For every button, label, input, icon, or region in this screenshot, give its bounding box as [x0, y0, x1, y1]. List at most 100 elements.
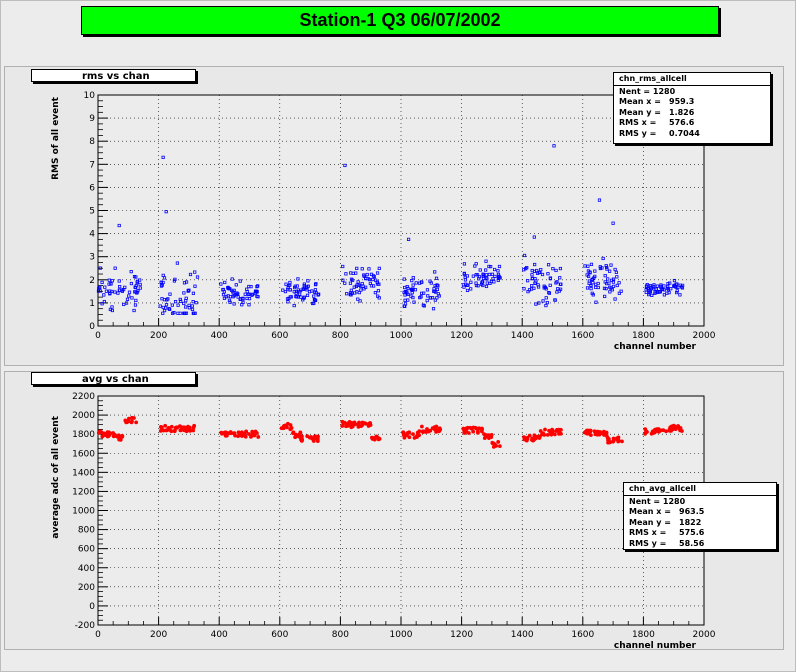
rms-data-point: [122, 302, 126, 307]
rms-data-point: [110, 305, 114, 309]
rms-data-point: [659, 285, 663, 290]
avg-data-point: [283, 423, 288, 428]
avg-data-point: [246, 432, 251, 436]
rms-data-point: [425, 288, 430, 292]
rms-stats-row: RMS x = 576.6: [619, 118, 765, 129]
avg-ytick-label: 1200: [72, 487, 95, 497]
rms-data-point: [588, 271, 592, 275]
avg-data-point: [611, 436, 616, 441]
rms-plot-pad[interactable]: 0 200 400 600 800 1000 1200 1400 1600 1800 2000 0 1 2…: [4, 66, 784, 366]
avg-ytick-label: 1600: [72, 449, 95, 459]
avg-xaxis-label: channel number: [614, 641, 697, 649]
avg-stats-value: 58.56: [679, 538, 705, 548]
rms-xtick-label: 0: [95, 331, 101, 341]
rms-data-point: [587, 279, 591, 283]
rms-data-point: [193, 270, 197, 274]
rms-xtick-label: 1800: [632, 331, 655, 341]
rms-data-point: [226, 285, 230, 290]
rms-outlier-point: [597, 198, 602, 202]
rms-data-point: [288, 295, 292, 299]
rms-data-point: [230, 277, 234, 281]
rms-data-point: [305, 288, 309, 292]
rms-data-point: [436, 284, 440, 288]
rms-data-point: [545, 301, 549, 305]
rms-data-point: [422, 304, 426, 308]
rms-data-point: [536, 283, 540, 287]
avg-data-point: [232, 431, 237, 436]
rms-data-point: [354, 271, 358, 275]
rms-data-point: [666, 287, 671, 292]
rms-data-point: [240, 303, 244, 307]
rms-data-point: [547, 291, 551, 295]
rms-data-point: [496, 272, 501, 277]
rms-xtick-label: 200: [150, 331, 167, 341]
rms-data-point: [132, 274, 137, 279]
rms-data-point: [477, 277, 481, 281]
rms-data-point: [558, 282, 562, 286]
rms-data-point: [544, 296, 548, 300]
rms-data-point: [108, 307, 112, 312]
rms-stats-key: RMS y =: [619, 128, 657, 138]
rms-data-point: [357, 290, 361, 295]
rms-data-point: [190, 304, 194, 308]
avg-data-point: [105, 430, 110, 435]
rms-data-point: [109, 282, 113, 286]
rms-data-point: [299, 295, 303, 299]
rms-data-point: [675, 289, 679, 293]
rms-stats-row: Mean y = 1.826: [619, 108, 765, 119]
avg-xtick-label: 2000: [693, 630, 716, 640]
rms-data-point: [551, 267, 555, 271]
avg-plot-svg[interactable]: 0 200 400 600 800 1000 1200 1400 1600 1800 2000-20…: [5, 372, 783, 649]
rms-xtick-label: 400: [211, 331, 228, 341]
rms-data-point: [164, 306, 168, 310]
avg-data-point: [420, 429, 425, 434]
rms-data-point: [186, 289, 190, 293]
avg-data-point: [496, 440, 501, 444]
avg-data-point: [471, 429, 476, 434]
rms-data-point: [425, 298, 429, 303]
rms-xtick-label: 800: [332, 331, 349, 341]
rms-data-point: [175, 261, 179, 265]
rms-data-point: [606, 277, 610, 281]
rms-data-point: [617, 281, 621, 285]
avg-xtick-label: 600: [271, 630, 288, 640]
rms-data-point: [608, 285, 612, 289]
rms-plot-svg[interactable]: 0 200 400 600 800 1000 1200 1400 1600 1800 2000 0 1 2…: [5, 67, 783, 365]
avg-data-point: [289, 426, 293, 431]
rms-data-point: [613, 267, 617, 272]
rms-data-point: [491, 276, 495, 281]
rms-data-point: [471, 274, 475, 278]
avg-data-point: [552, 432, 557, 437]
avg-data-point: [178, 428, 183, 433]
rms-data-point: [246, 292, 251, 297]
avg-xtick-label: 1000: [390, 630, 413, 640]
rms-data-point: [294, 294, 298, 299]
rms-data-point: [586, 269, 591, 273]
avg-plot-pad[interactable]: 0 200 400 600 800 1000 1200 1400 1600 1800 2000 -20…: [4, 371, 784, 650]
avg-data-point: [620, 439, 624, 444]
avg-data-point: [169, 429, 174, 434]
rms-stats-value: 959.3: [669, 97, 695, 106]
rms-data-point: [292, 303, 296, 308]
rms-data-point: [530, 273, 534, 277]
rms-xtick-label: 2000: [693, 331, 716, 341]
rms-data-point: [102, 299, 106, 304]
rms-data-point: [608, 269, 612, 273]
avg-stats-row: RMS y = 58.56: [629, 539, 771, 550]
avg-data-point: [229, 431, 233, 435]
rms-data-point: [488, 281, 492, 285]
avg-data-point: [424, 430, 429, 434]
avg-xtick-label: 1600: [571, 630, 594, 640]
rms-data-point: [120, 288, 124, 292]
rms-data-point: [375, 271, 380, 275]
rms-data-point: [129, 270, 133, 274]
rms-data-point: [603, 274, 607, 278]
rms-data-point: [179, 299, 183, 303]
rms-data-point: [98, 289, 103, 293]
rms-outlier-point: [117, 223, 121, 228]
rms-data-point: [533, 262, 537, 267]
rms-data-point: [286, 287, 290, 292]
avg-data-point: [101, 434, 105, 438]
rms-data-point: [402, 277, 406, 281]
avg-data-point: [341, 421, 346, 426]
